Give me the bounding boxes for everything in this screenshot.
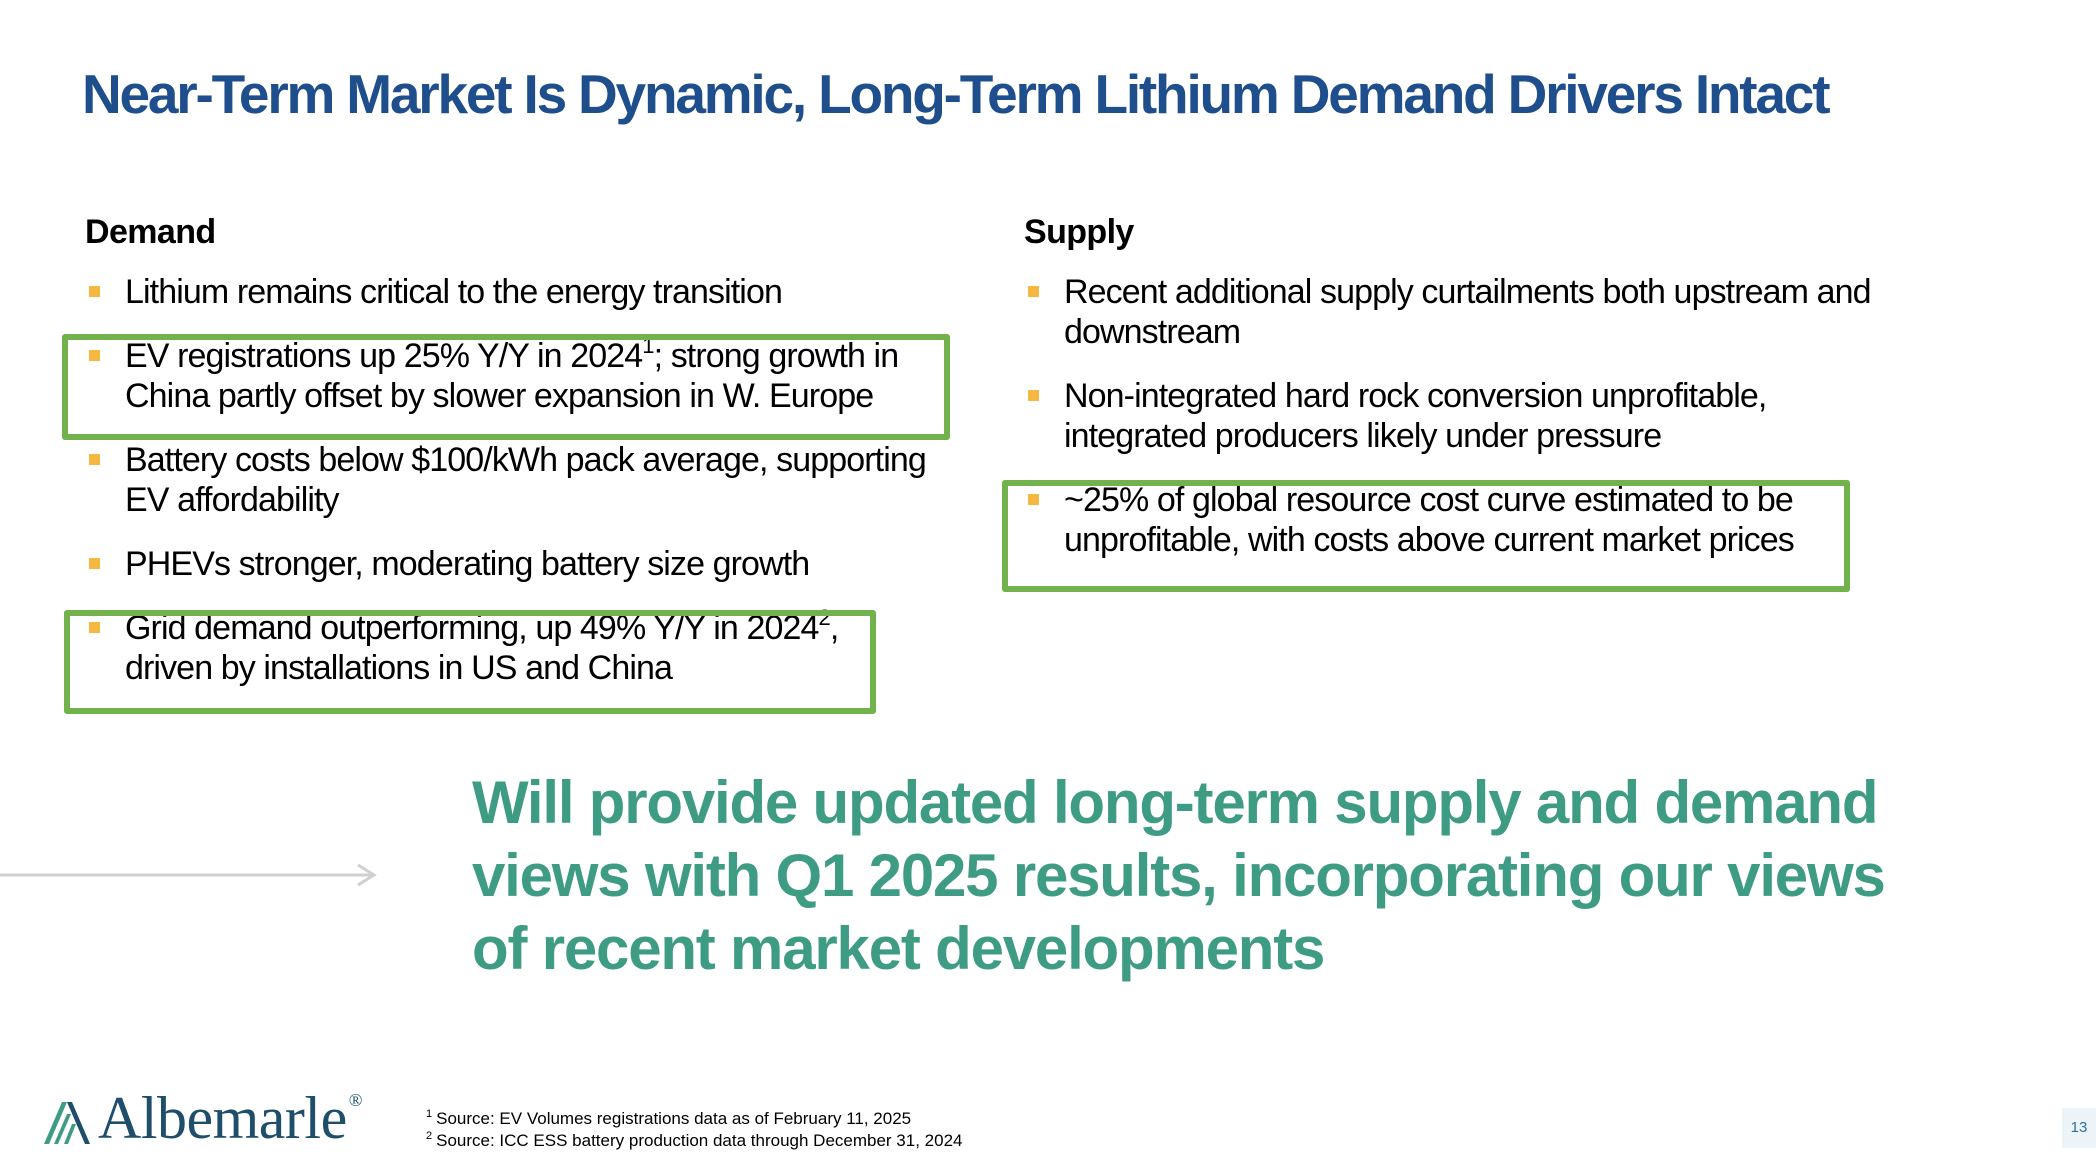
- supply-item-2: ~25% of global resource cost curve estim…: [1024, 480, 1854, 560]
- registered-mark: ®: [348, 1090, 363, 1110]
- page-number: 13: [2062, 1108, 2096, 1148]
- bullet-text-cont: , driven by installations in US and Chin…: [125, 609, 839, 687]
- bullet-text: Grid demand outperforming, up 49% Y/Y in…: [125, 609, 819, 647]
- slide-title: Near-Term Market Is Dynamic, Long-Term L…: [82, 63, 1831, 125]
- bullet-text: PHEVs stronger, moderating battery size …: [125, 545, 810, 583]
- square-bullet-icon: [89, 558, 100, 569]
- footnote-ref: 1: [642, 332, 654, 358]
- supply-item-1: Non-integrated hard rock conversion unpr…: [1024, 376, 1854, 456]
- footnote-text: Source: EV Volumes registrations data as…: [436, 1109, 912, 1128]
- demand-item-4: Grid demand outperforming, up 49% Y/Y in…: [85, 604, 875, 688]
- square-bullet-icon: [1028, 286, 1039, 297]
- bullet-text: Battery costs below $100/kWh pack averag…: [125, 441, 927, 519]
- callout-text: Will provide updated long-term supply an…: [472, 769, 1886, 982]
- company-logo: Albemarle ®: [36, 1088, 362, 1148]
- footnote-text: Source: ICC ESS battery production data …: [436, 1131, 963, 1150]
- demand-heading: Demand: [85, 213, 216, 251]
- demand-item-1: EV registrations up 25% Y/Y in 20241; st…: [85, 332, 965, 416]
- demand-item-3: PHEVs stronger, moderating battery size …: [85, 544, 965, 584]
- footnote-2: 2 Source: ICC ESS battery production data…: [426, 1130, 963, 1152]
- supply-column: Supply Recent additional supply curtailm…: [1024, 212, 1904, 584]
- supply-heading: Supply: [1024, 213, 1134, 251]
- bullet-text: EV registrations up 25% Y/Y in 2024: [125, 337, 643, 375]
- square-bullet-icon: [89, 454, 100, 465]
- square-bullet-icon: [89, 350, 100, 361]
- footnote-1: 1 Source: EV Volumes registrations data a…: [426, 1108, 963, 1130]
- logo-wordmark: Albemarle: [98, 1085, 347, 1151]
- supply-list: Recent additional supply curtailments bo…: [1024, 272, 1904, 560]
- square-bullet-icon: [1028, 494, 1039, 505]
- footnotes: 1 Source: EV Volumes registrations data a…: [426, 1108, 963, 1152]
- demand-item-0: Lithium remains critical to the energy t…: [85, 272, 965, 312]
- square-bullet-icon: [1028, 390, 1039, 401]
- bullet-text-cont: ; strong growth in China partly offset b…: [125, 337, 899, 415]
- bullet-text: Lithium remains critical to the energy t…: [125, 273, 783, 311]
- footnote-number: 1: [426, 1108, 433, 1121]
- bullet-text: Recent additional supply curtailments bo…: [1064, 273, 1872, 351]
- bullet-text: Non-integrated hard rock conversion unpr…: [1064, 377, 1767, 455]
- demand-list: Lithium remains critical to the energy t…: [85, 272, 965, 688]
- bullet-text: ~25% of global resource cost curve estim…: [1064, 481, 1795, 559]
- right-arrow-icon: [0, 862, 380, 892]
- albemarle-logo-mark-icon: [44, 1102, 90, 1144]
- demand-item-2: Battery costs below $100/kWh pack averag…: [85, 440, 965, 520]
- footnote-ref: 2: [818, 604, 831, 630]
- supply-item-0: Recent additional supply curtailments bo…: [1024, 272, 1874, 352]
- footnote-number: 2: [426, 1130, 433, 1143]
- demand-column: Demand Lithium remains critical to the e…: [85, 212, 965, 712]
- square-bullet-icon: [89, 286, 100, 297]
- square-bullet-icon: [89, 622, 100, 633]
